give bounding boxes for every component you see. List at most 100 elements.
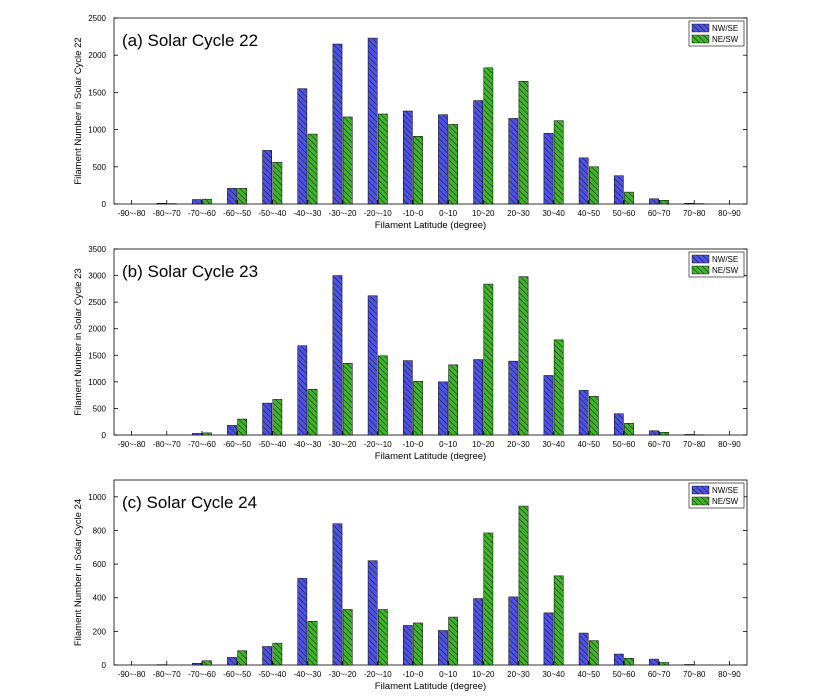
bar-ne-sw: [413, 136, 422, 204]
chart-panel-3: 02004006008001000-90~-80-80~-70-70~-60-6…: [73, 480, 747, 692]
y-tick-label: 2500: [88, 298, 106, 307]
bar-ne-sw: [238, 651, 247, 665]
y-tick-label: 1500: [88, 88, 106, 97]
bar-nw-se: [685, 203, 694, 204]
x-tick-label: 40~50: [578, 209, 601, 218]
x-tick-label: -60~-50: [223, 440, 251, 449]
x-tick-label: -30~-20: [329, 440, 357, 449]
x-tick-label: -80~-70: [153, 440, 181, 449]
bar-nw-se: [192, 663, 201, 665]
bar-ne-sw: [202, 433, 211, 435]
bar-nw-se: [227, 425, 236, 435]
bar-ne-sw: [589, 167, 598, 204]
legend-swatch: [692, 255, 709, 263]
x-tick-label: -90~-80: [118, 670, 146, 679]
bar-ne-sw: [308, 389, 317, 435]
x-tick-label: 40~50: [578, 440, 601, 449]
legend-label: NW/SE: [712, 24, 738, 33]
bar-ne-sw: [308, 134, 317, 204]
x-tick-label: 0~10: [439, 670, 458, 679]
bar-nw-se: [333, 44, 342, 204]
bar-ne-sw: [238, 188, 247, 204]
bar-ne-sw: [343, 117, 352, 204]
y-tick-label: 500: [93, 163, 107, 172]
x-tick-label: 60~70: [648, 209, 671, 218]
legend-label: NW/SE: [712, 486, 738, 495]
x-tick-label: -70~-60: [188, 209, 216, 218]
bar-ne-sw: [660, 662, 669, 665]
x-tick-label: 70~80: [683, 440, 706, 449]
y-tick-label: 1000: [88, 378, 106, 387]
bar-ne-sw: [378, 610, 387, 666]
bar-ne-sw: [624, 658, 633, 665]
bar-nw-se: [403, 625, 412, 665]
x-tick-label: -40~-30: [294, 209, 322, 218]
x-tick-label: 20~30: [507, 440, 530, 449]
bar-nw-se: [157, 203, 166, 204]
bar-nw-se: [474, 360, 483, 435]
bar-nw-se: [333, 524, 342, 665]
y-tick-label: 800: [93, 526, 107, 535]
x-tick-label: -20~-10: [364, 209, 392, 218]
x-tick-label: -10~0: [403, 670, 424, 679]
bar-nw-se: [544, 133, 553, 204]
bar-nw-se: [509, 118, 518, 204]
y-axis-label: Filament Number in Solar Cycle 23: [73, 268, 84, 415]
x-tick-label: 0~10: [439, 440, 458, 449]
bar-ne-sw: [343, 363, 352, 435]
x-axis-label: Filament Latitude (degree): [375, 451, 486, 462]
bar-nw-se: [263, 403, 272, 435]
x-tick-label: -90~-80: [118, 440, 146, 449]
y-tick-label: 200: [93, 627, 107, 636]
x-tick-label: -60~-50: [223, 209, 251, 218]
bar-nw-se: [474, 599, 483, 665]
chart-panel-1: 05001000150020002500-90~-80-80~-70-70~-6…: [73, 14, 747, 231]
bar-nw-se: [544, 375, 553, 435]
bar-ne-sw: [308, 621, 317, 665]
bar-nw-se: [333, 276, 342, 435]
bar-nw-se: [685, 664, 694, 665]
bar-nw-se: [438, 631, 447, 665]
bar-ne-sw: [378, 114, 387, 204]
bar-nw-se: [298, 578, 307, 665]
y-tick-label: 0: [102, 661, 107, 670]
x-tick-label: 10~20: [472, 440, 495, 449]
x-tick-label: -80~-70: [153, 209, 181, 218]
x-tick-label: -40~-30: [294, 670, 322, 679]
bar-ne-sw: [519, 506, 528, 665]
bar-nw-se: [368, 296, 377, 435]
bar-ne-sw: [484, 68, 493, 204]
bar-ne-sw: [273, 399, 282, 435]
bar-nw-se: [649, 431, 658, 435]
x-axis-label: Filament Latitude (degree): [375, 681, 486, 692]
bar-nw-se: [192, 433, 201, 435]
legend-swatch: [692, 497, 709, 505]
x-tick-label: -50~-40: [258, 670, 286, 679]
bar-nw-se: [614, 414, 623, 435]
x-axis-label: Filament Latitude (degree): [375, 220, 486, 231]
legend-label: NW/SE: [712, 255, 738, 264]
bar-ne-sw: [589, 641, 598, 665]
chart-title: (a) Solar Cycle 22: [122, 31, 258, 50]
x-tick-label: 50~60: [613, 670, 636, 679]
y-tick-label: 500: [93, 404, 107, 413]
bar-ne-sw: [202, 199, 211, 204]
y-tick-label: 0: [102, 200, 107, 209]
bar-nw-se: [614, 654, 623, 665]
bar-nw-se: [192, 200, 201, 204]
bar-ne-sw: [624, 192, 633, 204]
x-tick-label: -60~-50: [223, 670, 251, 679]
bar-nw-se: [509, 597, 518, 665]
x-tick-label: 20~30: [507, 670, 530, 679]
x-tick-label: 30~40: [542, 440, 565, 449]
bar-ne-sw: [378, 356, 387, 435]
bar-ne-sw: [273, 162, 282, 204]
bar-nw-se: [298, 346, 307, 435]
legend-swatch: [692, 486, 709, 494]
chart-panel-2: 0500100015002000250030003500-90~-80-80~-…: [73, 245, 747, 462]
x-tick-label: 70~80: [683, 670, 706, 679]
y-tick-label: 2000: [88, 325, 106, 334]
x-tick-label: -40~-30: [294, 440, 322, 449]
x-tick-label: 60~70: [648, 440, 671, 449]
